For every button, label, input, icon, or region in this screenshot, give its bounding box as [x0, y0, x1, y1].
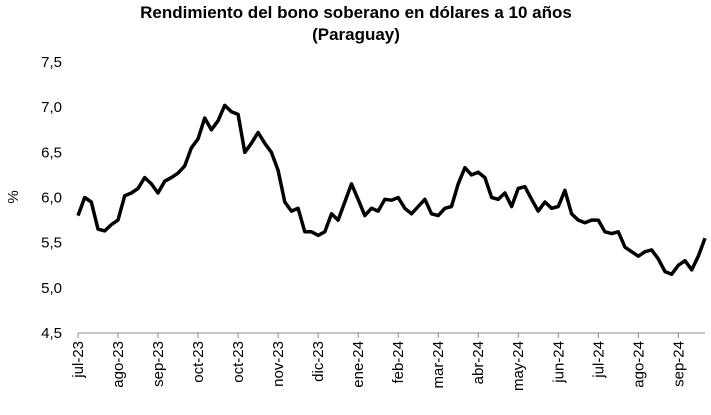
- x-tick-label: jul-24: [590, 341, 607, 379]
- x-tick-label: ago-24: [630, 341, 647, 388]
- x-tick-label: jul-23: [70, 341, 87, 379]
- y-tick-label: 4,5: [41, 325, 62, 342]
- x-tick-label: sep-23: [150, 341, 167, 387]
- y-tick-label: 7,0: [41, 99, 62, 116]
- x-tick-label: mar-24: [430, 341, 447, 389]
- x-tick-label: may-24: [510, 341, 527, 391]
- x-tick-label: ago-23: [110, 341, 127, 388]
- y-axis-label: %: [5, 190, 22, 203]
- y-tick-label: 5,0: [41, 280, 62, 297]
- y-tick-label: 6,0: [41, 190, 62, 207]
- chart-title: Rendimiento del bono soberano en dólares…: [140, 3, 572, 22]
- x-tick-label: jun-24: [550, 341, 567, 384]
- x-tick-label: sep-24: [670, 341, 687, 387]
- y-tick-label: 5,5: [41, 235, 62, 252]
- x-tick-label: dic-23: [310, 341, 327, 382]
- x-tick-label: oct-23: [190, 341, 207, 383]
- y-tick-label: 6,5: [41, 144, 62, 161]
- chart-title: (Paraguay): [312, 25, 400, 44]
- x-tick-label: abr-24: [470, 341, 487, 384]
- x-tick-label: oct-23: [230, 341, 247, 383]
- y-tick-label: 7,5: [41, 54, 62, 71]
- x-tick-label: feb-24: [390, 341, 407, 384]
- x-tick-label: nov-23: [270, 341, 287, 387]
- data-line: [76, 103, 707, 277]
- x-tick-label: ene-24: [350, 341, 367, 388]
